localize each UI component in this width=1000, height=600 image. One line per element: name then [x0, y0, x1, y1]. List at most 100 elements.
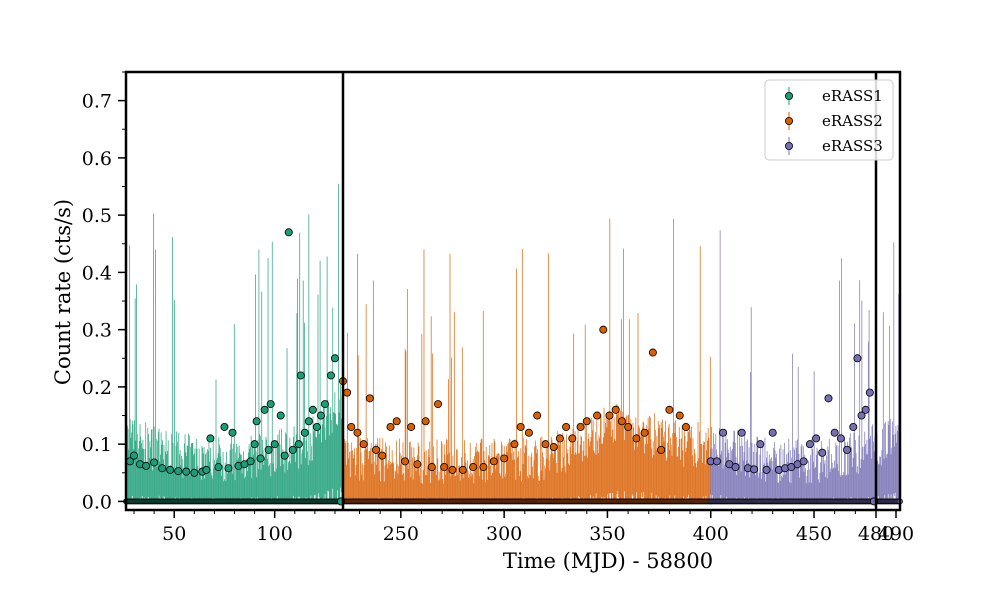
data-point	[347, 422, 356, 431]
data-point	[750, 465, 759, 474]
data-point	[214, 463, 223, 472]
data-point	[665, 405, 674, 414]
data-point	[593, 411, 602, 420]
data-point	[220, 422, 229, 431]
data-point	[256, 454, 265, 463]
data-point	[510, 440, 519, 449]
data-point	[312, 422, 321, 431]
data-point	[294, 440, 303, 449]
x-tick-label: 480	[858, 523, 894, 545]
data-point	[830, 428, 839, 437]
data-point	[130, 451, 139, 460]
data-point	[440, 463, 449, 472]
data-point	[843, 445, 852, 454]
data-point	[166, 465, 175, 474]
eRASS3-points	[706, 354, 878, 506]
eRASS2-points	[338, 325, 690, 474]
data-point	[206, 434, 215, 443]
plot-frame	[124, 70, 902, 512]
data-point	[413, 460, 422, 469]
data-point	[343, 388, 352, 397]
x-tick-label: 50	[162, 523, 186, 545]
data-point	[648, 348, 657, 357]
data-point	[632, 434, 641, 443]
data-point	[500, 454, 509, 463]
legend-marker	[785, 141, 794, 150]
y-tick-label: 0.0	[82, 491, 112, 513]
data-point	[458, 465, 467, 474]
data-point	[731, 463, 740, 472]
data-point	[434, 400, 443, 409]
eRASS1-error-bars	[125, 183, 344, 502]
data-point	[849, 422, 858, 431]
data-point	[541, 440, 550, 449]
data-point	[266, 400, 275, 409]
y-tick-label: 0.2	[82, 377, 112, 399]
eRASS1-zero-points	[123, 498, 346, 505]
data-point	[392, 417, 401, 426]
data-point	[737, 428, 746, 437]
legend-label: eRASS1	[822, 87, 883, 105]
data-point	[270, 440, 279, 449]
y-tick-label: 0.4	[82, 262, 112, 284]
data-point	[533, 411, 542, 420]
data-point	[296, 371, 305, 380]
data-point	[768, 428, 777, 437]
legend-label: eRASS3	[822, 137, 883, 155]
axes: 0.0 0.1 0.2 0.3 0.4 0.5 0.6 0.7 50 100 250 300 350 40…	[82, 70, 914, 545]
data-point	[576, 422, 585, 431]
data-point	[288, 445, 297, 454]
x-tick-label: 400	[693, 523, 729, 545]
data-point	[386, 422, 395, 431]
data-point	[611, 405, 620, 414]
y-tick-label: 0.7	[82, 91, 112, 113]
data-point	[326, 371, 335, 380]
data-point	[489, 457, 498, 466]
legend-marker	[785, 117, 794, 126]
data-point	[158, 464, 167, 473]
data-point	[568, 434, 577, 443]
data-point	[224, 464, 233, 473]
data-point	[250, 440, 259, 449]
data-point	[372, 445, 381, 454]
x-tick-label: 250	[383, 523, 419, 545]
eRASS2-error-bars	[342, 218, 711, 502]
x-tick-label: 450	[796, 523, 832, 545]
data-point	[524, 428, 533, 437]
data-point	[246, 457, 255, 466]
data-point	[599, 325, 608, 334]
data-point	[202, 465, 211, 474]
y-axis-title: Count rate (cts/s)	[51, 199, 75, 385]
legend: eRASS1 eRASS2 eRASS3	[764, 79, 894, 161]
x-tick-label: 490	[878, 523, 914, 545]
legend-marker	[785, 92, 794, 101]
legend-box	[764, 79, 894, 161]
x-tick-label: 100	[257, 523, 293, 545]
data-point	[300, 428, 309, 437]
y-tick-label: 0.5	[82, 205, 112, 227]
eRASS2-zero-points	[340, 498, 714, 505]
data-point	[479, 463, 488, 472]
data-point	[304, 417, 313, 426]
data-point	[865, 388, 874, 397]
data-point	[276, 411, 285, 420]
data-point	[719, 428, 728, 437]
x-tick-label: 350	[589, 523, 625, 545]
data-point	[555, 434, 564, 443]
data-point	[280, 451, 289, 460]
data-point	[284, 228, 293, 237]
data-point	[142, 461, 151, 470]
data-point	[824, 394, 833, 403]
data-point-layer	[126, 228, 878, 506]
zero-upper-limit-layer	[123, 498, 903, 505]
data-point	[657, 445, 666, 454]
data-point	[812, 434, 821, 443]
data-point	[308, 405, 317, 414]
data-point	[316, 411, 325, 420]
error-bar-layer	[125, 183, 900, 502]
data-point	[836, 434, 845, 443]
data-point	[150, 458, 159, 467]
data-point	[853, 354, 862, 363]
data-point	[861, 405, 870, 414]
